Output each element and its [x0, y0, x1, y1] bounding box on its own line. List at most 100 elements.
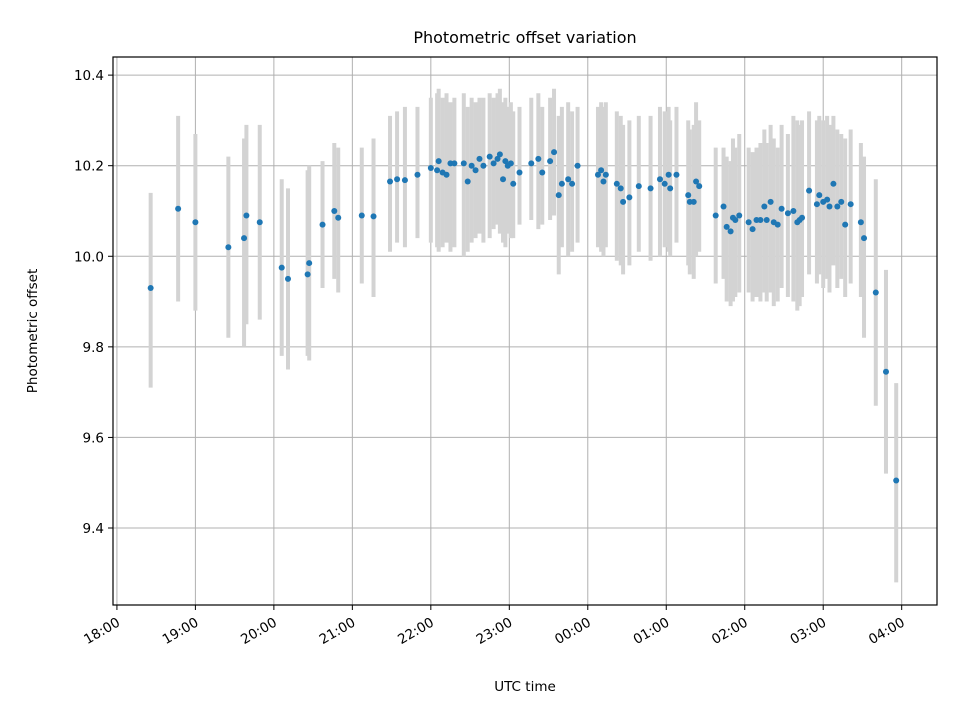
data-point	[304, 271, 311, 278]
data-point	[500, 176, 507, 183]
data-point	[749, 226, 756, 233]
data-point	[647, 185, 654, 192]
x-tick-label: 01:00	[631, 615, 673, 648]
data-point	[434, 167, 441, 174]
data-point	[565, 176, 572, 183]
x-tick-label: 22:00	[395, 615, 437, 648]
data-point	[778, 205, 785, 212]
data-point	[774, 221, 781, 228]
x-tick-label: 02:00	[709, 615, 751, 648]
data-point	[468, 162, 475, 169]
data-point	[472, 167, 479, 174]
data-point	[834, 203, 841, 210]
data-point	[690, 198, 697, 205]
data-point	[661, 180, 668, 187]
data-point	[256, 219, 263, 226]
data-point	[842, 221, 849, 228]
data-point	[370, 213, 377, 220]
data-point	[712, 212, 719, 219]
y-tick-label: 9.8	[83, 340, 104, 356]
data-point	[278, 264, 285, 271]
data-point	[594, 171, 601, 178]
data-point	[617, 185, 624, 192]
data-point	[824, 196, 831, 203]
grid-layer	[113, 57, 937, 605]
data-point	[285, 275, 292, 282]
data-point	[476, 155, 483, 162]
data-point	[528, 160, 535, 167]
data-point	[838, 198, 845, 205]
data-point	[720, 203, 727, 210]
data-point	[872, 289, 879, 296]
x-tick-label: 04:00	[866, 615, 908, 648]
data-point	[613, 180, 620, 187]
data-point	[516, 169, 523, 176]
y-tick-label: 9.6	[83, 430, 104, 446]
data-point	[830, 180, 837, 187]
data-point	[490, 160, 497, 167]
data-point	[507, 160, 514, 167]
data-point	[551, 149, 558, 156]
data-point	[847, 201, 854, 208]
data-point	[502, 158, 509, 165]
data-point	[693, 178, 700, 185]
data-point	[535, 155, 542, 162]
data-point	[147, 284, 154, 291]
data-point	[558, 180, 565, 187]
data-point	[598, 167, 605, 174]
data-point	[667, 185, 674, 192]
data-point	[175, 205, 182, 212]
data-point	[225, 244, 232, 251]
data-point	[736, 212, 743, 219]
y-tick-label: 9.4	[83, 521, 104, 537]
data-point	[319, 221, 326, 228]
data-point	[243, 212, 250, 219]
data-point	[241, 235, 248, 242]
data-point	[494, 155, 501, 162]
point-layer	[147, 149, 900, 484]
y-tick-label: 10.0	[74, 249, 104, 265]
data-point	[569, 180, 576, 187]
data-point	[882, 368, 889, 375]
data-point	[460, 160, 467, 167]
data-point	[727, 228, 734, 235]
data-point	[443, 171, 450, 178]
data-point	[401, 177, 408, 184]
data-point	[510, 180, 517, 187]
x-tick-label: 23:00	[474, 615, 516, 648]
data-point	[665, 171, 672, 178]
data-point	[745, 219, 752, 226]
data-point	[486, 153, 493, 160]
y-tick-label: 10.4	[74, 68, 104, 84]
y-tick-label: 10.2	[74, 159, 104, 175]
data-point	[539, 169, 546, 176]
data-point	[696, 183, 703, 190]
data-point	[761, 203, 768, 210]
data-point	[626, 194, 633, 201]
data-point	[414, 171, 421, 178]
data-point	[813, 201, 820, 208]
data-point	[387, 178, 394, 185]
data-point	[331, 207, 338, 214]
data-point	[480, 162, 487, 169]
data-point	[784, 210, 791, 217]
x-tick-label: 03:00	[788, 615, 830, 648]
plot-frame	[112, 56, 938, 606]
data-point	[857, 219, 864, 226]
data-point	[192, 219, 199, 226]
data-point	[816, 192, 823, 199]
data-point	[574, 162, 581, 169]
data-point	[673, 171, 680, 178]
x-tick-label: 20:00	[238, 615, 280, 648]
data-point	[732, 217, 739, 224]
data-point	[685, 192, 692, 199]
data-point	[555, 192, 562, 199]
data-point	[806, 187, 813, 194]
data-point	[656, 176, 663, 183]
data-point	[600, 178, 607, 185]
errorbar-layer	[148, 88, 899, 583]
data-point	[358, 212, 365, 219]
data-point	[635, 183, 642, 190]
data-point	[861, 235, 868, 242]
